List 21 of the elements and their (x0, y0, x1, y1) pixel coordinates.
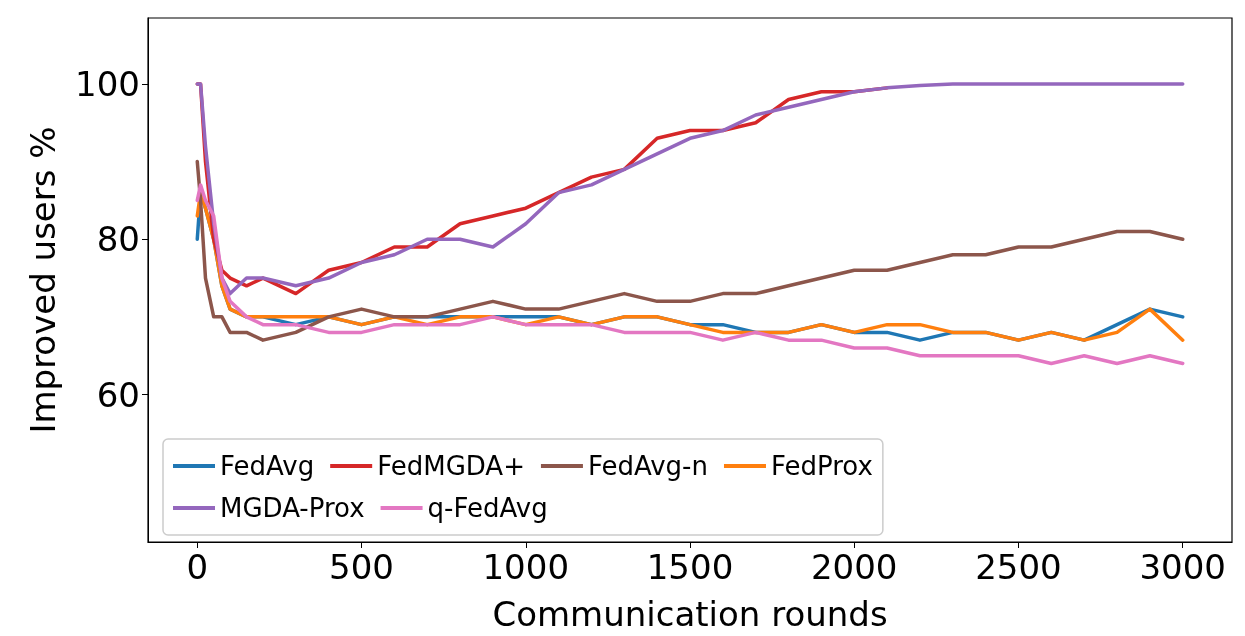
y-tick-label: 60 (96, 374, 140, 415)
line-series (195, 183, 1185, 366)
x-tick-label: 0 (186, 547, 209, 587)
x-tick-label: 1500 (646, 547, 734, 587)
x-tick-label: 2000 (810, 547, 898, 587)
legend-label: FedAvg (220, 451, 315, 481)
line-series (195, 159, 1185, 342)
x-axis-title: Communication rounds (492, 594, 888, 634)
y-tick-label: 80 (96, 219, 140, 260)
x-tick-label: 2500 (975, 547, 1062, 587)
legend-label: q-FedAvg (427, 493, 548, 523)
x-tick-label: 500 (329, 547, 394, 587)
legend-label: FedAvg-n (587, 451, 708, 481)
y-tick-label: 100 (75, 63, 140, 104)
legend-label: MGDA-Prox (220, 493, 365, 523)
x-tick-label: 1000 (482, 547, 570, 587)
legend-label: FedMGDA+ (377, 451, 525, 481)
y-axis-title: Improved users % (23, 126, 63, 434)
x-tick-label: 3000 (1139, 547, 1226, 587)
legend-label: FedProx (770, 451, 873, 481)
line-series (195, 82, 1185, 296)
